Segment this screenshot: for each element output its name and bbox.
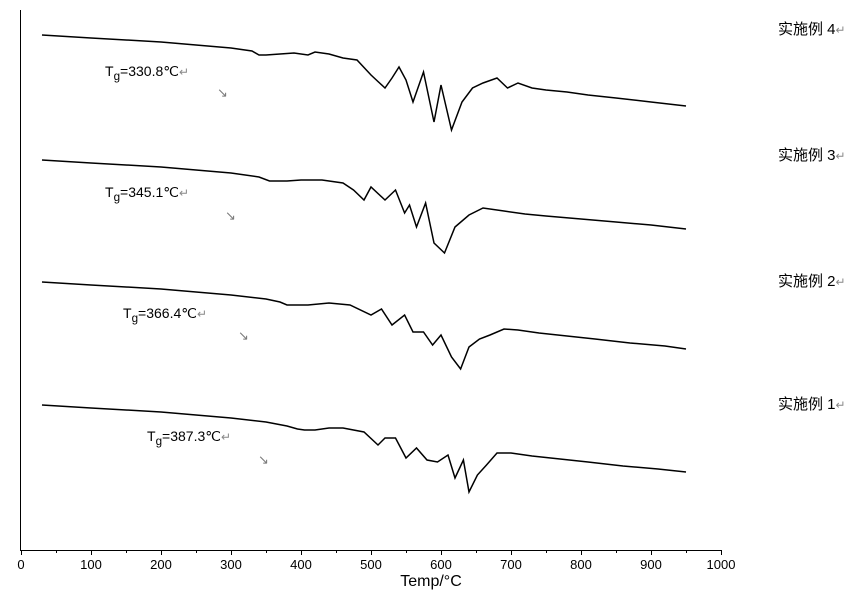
x-tick-minor xyxy=(616,550,617,553)
x-tick-minor xyxy=(56,550,57,553)
x-tick-minor xyxy=(406,550,407,553)
x-tick-minor xyxy=(476,550,477,553)
tg-label-1: Tg=330.8℃↵ xyxy=(105,63,189,83)
x-tick-major xyxy=(511,550,512,555)
tg-label-2: Tg=345.1℃↵ xyxy=(105,184,189,204)
x-tick-minor xyxy=(336,550,337,553)
return-icon: ↵ xyxy=(179,65,189,79)
x-tick-label: 300 xyxy=(220,557,242,572)
curves-svg xyxy=(21,10,721,550)
x-tick-label: 400 xyxy=(290,557,312,572)
x-tick-major xyxy=(721,550,722,555)
tg-symbol: Tg=387.3℃ xyxy=(147,428,221,444)
arrow-icon: ↘ xyxy=(258,452,269,468)
x-tick-major xyxy=(301,550,302,555)
return-icon: ↵ xyxy=(836,275,846,289)
x-tick-major xyxy=(581,550,582,555)
series-label-4: 实施例 1↵ xyxy=(778,393,846,414)
x-axis-label: Temp/°C xyxy=(400,573,462,591)
curve-series-2 xyxy=(42,160,686,253)
x-tick-label: 500 xyxy=(360,557,382,572)
return-icon: ↵ xyxy=(836,23,846,37)
x-tick-minor xyxy=(196,550,197,553)
tg-symbol: Tg=330.8℃ xyxy=(105,63,179,79)
x-tick-major xyxy=(161,550,162,555)
x-tick-label: 900 xyxy=(640,557,662,572)
x-tick-label: 100 xyxy=(80,557,102,572)
x-tick-minor xyxy=(546,550,547,553)
x-tick-major xyxy=(441,550,442,555)
x-tick-label: 800 xyxy=(570,557,592,572)
x-tick-minor xyxy=(266,550,267,553)
series-label-text: 实施例 1 xyxy=(778,396,836,413)
x-tick-major xyxy=(21,550,22,555)
arrow-icon: ↘ xyxy=(225,208,236,224)
x-tick-minor xyxy=(686,550,687,553)
series-label-text: 实施例 2 xyxy=(778,273,836,290)
x-tick-label: 1000 xyxy=(707,557,736,572)
curve-series-4 xyxy=(42,405,686,492)
tg-label-3: Tg=366.4℃↵ xyxy=(123,305,207,325)
series-label-1: 实施例 4↵ xyxy=(778,18,846,39)
x-tick-major xyxy=(231,550,232,555)
return-icon: ↵ xyxy=(836,398,846,412)
return-icon: ↵ xyxy=(197,307,207,321)
return-icon: ↵ xyxy=(179,186,189,200)
x-tick-label: 0 xyxy=(17,557,24,572)
series-label-2: 实施例 3↵ xyxy=(778,144,846,165)
arrow-icon: ↘ xyxy=(238,328,249,344)
chart-container: 01002003004005006007008009001000 实施例 4↵T… xyxy=(0,0,862,611)
x-tick-label: 600 xyxy=(430,557,452,572)
tg-symbol: Tg=366.4℃ xyxy=(123,305,197,321)
x-tick-label: 700 xyxy=(500,557,522,572)
series-label-3: 实施例 2↵ xyxy=(778,270,846,291)
x-tick-label: 200 xyxy=(150,557,172,572)
x-tick-major xyxy=(651,550,652,555)
plot-area: 01002003004005006007008009001000 xyxy=(20,10,721,551)
curve-series-3 xyxy=(42,282,686,369)
x-tick-minor xyxy=(126,550,127,553)
x-tick-major xyxy=(371,550,372,555)
arrow-icon: ↘ xyxy=(217,85,228,101)
tg-label-4: Tg=387.3℃↵ xyxy=(147,428,231,448)
return-icon: ↵ xyxy=(221,430,231,444)
tg-symbol: Tg=345.1℃ xyxy=(105,184,179,200)
x-tick-major xyxy=(91,550,92,555)
series-label-text: 实施例 4 xyxy=(778,21,836,38)
return-icon: ↵ xyxy=(836,149,846,163)
series-label-text: 实施例 3 xyxy=(778,147,836,164)
